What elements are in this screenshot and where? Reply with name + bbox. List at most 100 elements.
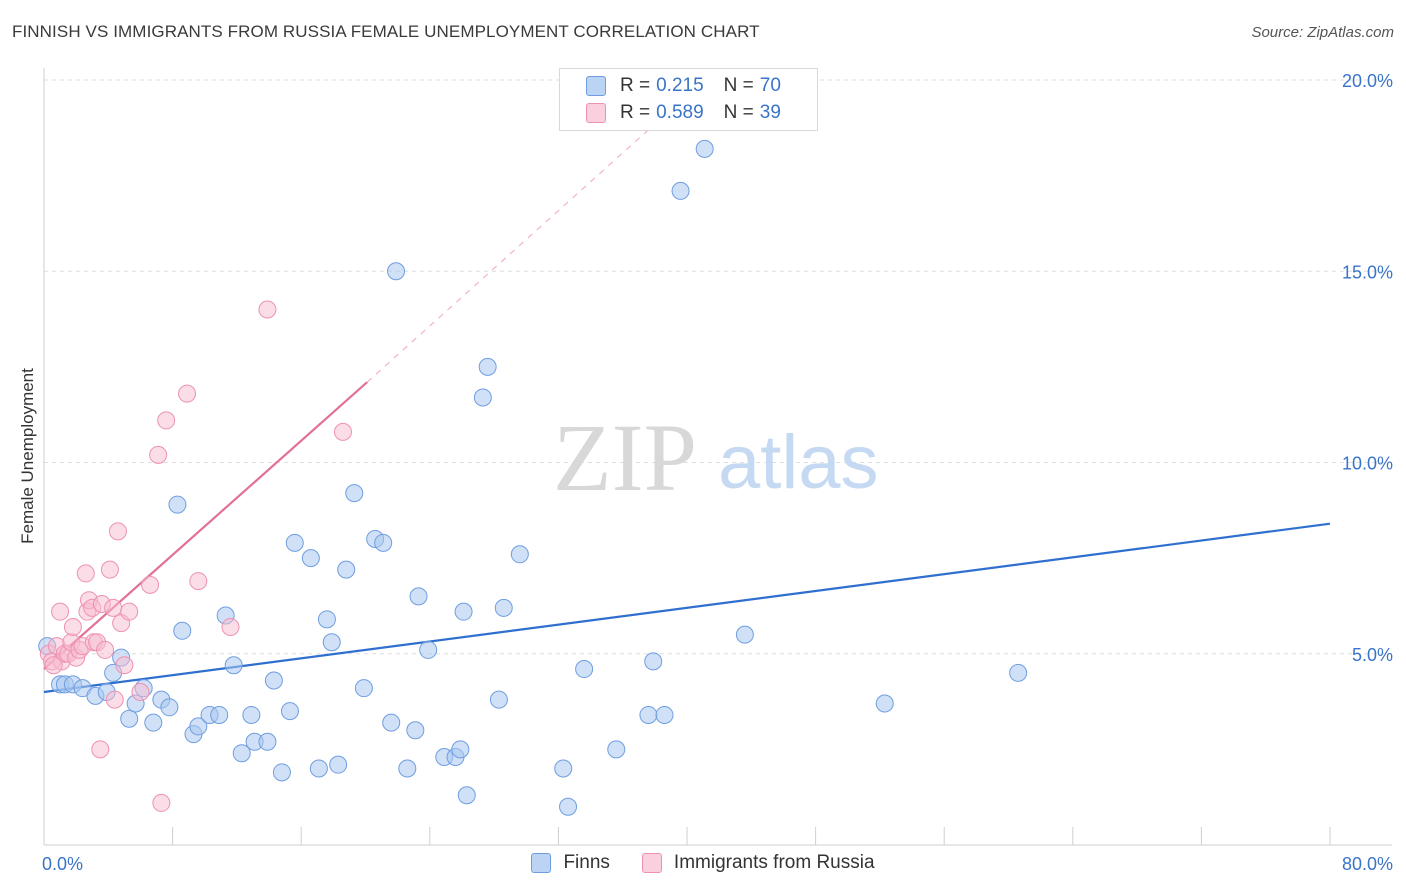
finns-point xyxy=(454,602,473,621)
finns-point xyxy=(232,744,251,763)
finns-point xyxy=(655,705,674,724)
finns-point xyxy=(224,656,243,675)
finns-point xyxy=(409,587,428,606)
finns-point xyxy=(735,625,754,644)
finns-point xyxy=(337,560,356,579)
y-tick-label: 10.0% xyxy=(1342,454,1393,474)
watermark-atlas: atlas xyxy=(718,420,879,505)
y-tick-label: 5.0% xyxy=(1352,645,1393,665)
finns-point xyxy=(160,698,179,717)
russia-point xyxy=(91,740,110,759)
finns-point xyxy=(457,786,476,805)
finns-point xyxy=(419,640,438,659)
russia-legend-label: Immigrants from Russia xyxy=(673,852,875,873)
finns-point xyxy=(329,755,348,774)
finns-n-value: 70 xyxy=(759,75,781,96)
finns-point xyxy=(354,679,373,698)
finns-point xyxy=(322,633,341,652)
russia-n-label: N = xyxy=(723,102,754,123)
finns-point xyxy=(210,705,229,724)
finns-point xyxy=(173,621,192,640)
russia-trend-line xyxy=(43,381,368,670)
trend-lines xyxy=(43,94,1331,694)
finns-legend-label: Finns xyxy=(563,852,610,873)
russia-r-value: 0.589 xyxy=(656,102,704,123)
russia-n-value: 39 xyxy=(759,102,781,123)
finns-point xyxy=(478,357,497,376)
grid-lines xyxy=(44,79,1392,655)
russia-point xyxy=(76,564,95,583)
finns-point xyxy=(317,610,336,629)
finns-point xyxy=(189,717,208,736)
legend-row-russia: R = 0.589 N = 39 xyxy=(586,100,781,126)
y-tick-label: 15.0% xyxy=(1342,262,1393,282)
finns-point xyxy=(301,549,320,568)
correlation-legend: R = 0.215 N = 70 R = 0.589 N = 39 xyxy=(559,68,818,131)
finns-point xyxy=(285,533,304,552)
russia-point xyxy=(141,575,160,594)
finns-point xyxy=(554,759,573,778)
finns-legend-swatch xyxy=(531,853,552,873)
finns-point xyxy=(309,759,328,778)
russia-point xyxy=(100,560,119,579)
finns-point xyxy=(387,262,406,281)
finns-point xyxy=(1009,663,1028,682)
russia-point xyxy=(120,602,139,621)
series-legend: Finns Immigrants from Russia xyxy=(0,852,1406,874)
russia-point xyxy=(108,522,127,541)
russia-point xyxy=(105,690,124,709)
finns-point xyxy=(120,709,139,728)
russia-legend-swatch xyxy=(641,853,662,873)
finns-point xyxy=(510,545,529,564)
russia-point xyxy=(258,300,277,319)
finns-point xyxy=(398,759,417,778)
finns-point xyxy=(451,740,470,759)
russia-point xyxy=(51,602,70,621)
source-label: Source: ZipAtlas.com xyxy=(1251,24,1394,41)
finns-n-label: N = xyxy=(723,75,754,96)
russia-point xyxy=(115,656,134,675)
x-tick-label: 0.0% xyxy=(42,854,83,874)
finns-point xyxy=(644,652,663,671)
finns-point xyxy=(345,484,364,503)
legend-item-russia: Immigrants from Russia xyxy=(641,852,875,874)
finns-point xyxy=(695,139,714,158)
finns-point xyxy=(875,694,894,713)
finns-point xyxy=(406,721,425,740)
watermark-zip: ZIP xyxy=(553,404,697,511)
russia-point xyxy=(96,640,115,659)
russia-point xyxy=(152,793,171,812)
finns-point xyxy=(639,705,658,724)
finns-point xyxy=(144,713,163,732)
russia-swatch xyxy=(586,103,606,123)
finns-trend-line xyxy=(43,522,1331,694)
finns-point xyxy=(280,702,299,721)
x-tick-label: 80.0% xyxy=(1342,854,1393,874)
russia-r-label: R = xyxy=(620,102,651,123)
finns-point xyxy=(671,181,690,200)
russia-trend-extension xyxy=(366,94,688,383)
finns-r-label: R = xyxy=(620,75,651,96)
y-tick-label: 20.0% xyxy=(1342,71,1393,91)
finns-swatch xyxy=(586,76,606,96)
finns-point xyxy=(473,388,492,407)
finns-point xyxy=(489,690,508,709)
russia-point xyxy=(131,683,150,701)
tick-labels: 5.0% 10.0% 15.0% 20.0% 0.0% 80.0% xyxy=(42,71,1393,874)
finns-point xyxy=(264,671,283,690)
russia-point xyxy=(157,411,176,430)
russia-point xyxy=(149,445,168,464)
legend-item-finns: Finns xyxy=(531,852,610,874)
finns-point xyxy=(374,533,393,552)
finns-point xyxy=(258,732,277,751)
russia-point xyxy=(178,384,197,403)
russia-point xyxy=(333,422,352,441)
y-axis-label: Female Unemployment xyxy=(18,368,37,544)
finns-point xyxy=(494,598,513,617)
russia-point xyxy=(44,656,63,675)
finns-point xyxy=(575,660,594,679)
russia-point xyxy=(189,572,208,591)
russia-point xyxy=(63,617,82,636)
finns-r-value: 0.215 xyxy=(656,75,704,96)
